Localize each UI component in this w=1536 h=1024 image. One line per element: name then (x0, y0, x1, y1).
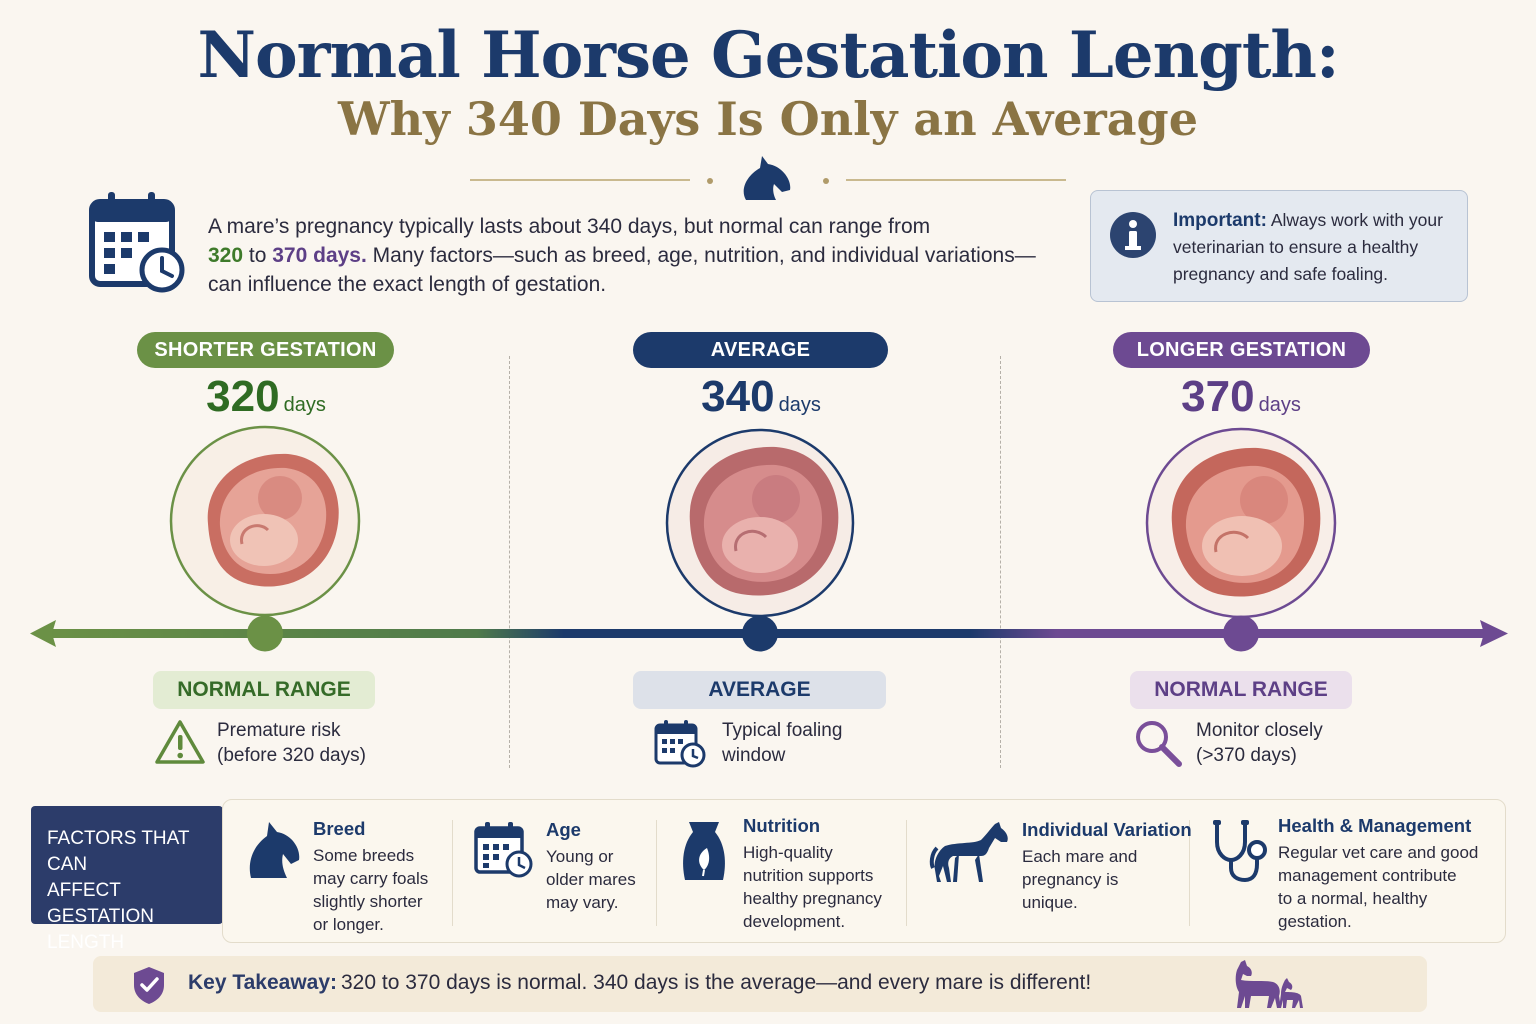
page-subtitle: Why 340 Days Is Only an Average (338, 92, 1198, 146)
factors-heading: FACTORS THAT CAN AFFECT GESTATION LENGTH (31, 806, 223, 953)
factors-panel: Breed Some breeds may carry foals slightly… (222, 799, 1506, 943)
range-label-average: AVERAGE (633, 671, 886, 709)
horse-head-divider (470, 156, 1066, 200)
magnifier-icon (1136, 721, 1182, 767)
takeaway-text: 320 to 370 days is normal. 340 days is t… (341, 971, 1092, 994)
days-320: 320 days (206, 372, 326, 421)
timeline-marker-340 (742, 615, 778, 652)
range-label-normal-right: NORMAL RANGE (1130, 671, 1352, 709)
mare-and-foal-icon (1235, 960, 1303, 1008)
range-label-normal-left: NORMAL RANGE (153, 671, 375, 709)
arrow-right-icon (1480, 620, 1508, 647)
key-takeaway-banner: Key Takeaway: 320 to 370 days is normal.… (93, 956, 1427, 1012)
page-title: Normal Horse Gestation Length: (197, 18, 1339, 93)
fetus-illustration-370 (1145, 427, 1337, 619)
factor-breed: Breed Some breeds may carry foals slightly… (313, 818, 429, 934)
stethoscope-icon (1213, 820, 1267, 883)
intro-paragraph: A mare’s pregnancy typically lasts about… (208, 215, 1036, 296)
range-start: 320 (208, 244, 244, 267)
column-divider (1000, 356, 1001, 768)
takeaway-label: Key Takeaway: (188, 971, 338, 994)
calendar-icon (654, 720, 706, 768)
calendar-clock-icon (89, 192, 185, 293)
important-label: Important: (1173, 210, 1267, 231)
days-340: 340 days (701, 372, 821, 421)
pill-shorter-gestation: SHORTER GESTATION (137, 332, 394, 368)
warning-icon (155, 720, 205, 764)
note-typical-foaling: Typical foaling window (722, 720, 843, 766)
horse-icon (929, 822, 1008, 882)
timeline-marker-370 (1223, 615, 1259, 652)
arrow-left-icon (30, 620, 56, 647)
horse-head-icon (249, 822, 300, 878)
info-icon (1110, 212, 1156, 258)
shield-check-icon (134, 967, 164, 1004)
fetus-illustration-340 (665, 428, 855, 618)
pill-average: AVERAGE (633, 332, 888, 368)
factor-nutrition: Nutrition High-quality nutrition supports… (743, 815, 882, 931)
gestation-timeline (30, 615, 1508, 652)
column-divider (509, 356, 510, 768)
feed-bag-icon (683, 822, 725, 880)
note-monitor-closely: Monitor closely (>370 days) (1196, 720, 1323, 766)
factor-individual-variation: Individual Variation Each mare and pregna… (1022, 819, 1192, 912)
horse-head-icon (743, 156, 791, 200)
days-370: 370 days (1181, 372, 1301, 421)
pill-longer-gestation: LONGER GESTATION (1113, 332, 1370, 368)
timeline-marker-320 (247, 615, 283, 652)
range-end: 370 days. (272, 244, 367, 267)
note-premature-risk: Premature risk (before 320 days) (217, 720, 366, 766)
factor-health-management: Health & Management Regular vet care and… (1278, 815, 1479, 931)
calendar-icon (474, 822, 533, 878)
important-callout: Important: Always work with your veterin… (1090, 190, 1468, 302)
important-text: Always work with your veterinarian to en… (1173, 210, 1443, 284)
factor-age: Age Young or older mares may vary. (546, 819, 636, 912)
fetus-illustration-320 (169, 425, 361, 617)
